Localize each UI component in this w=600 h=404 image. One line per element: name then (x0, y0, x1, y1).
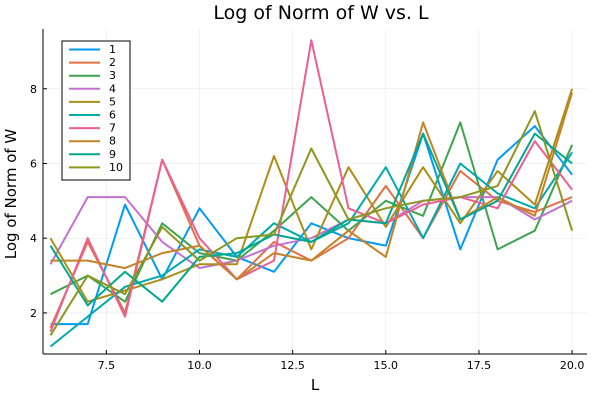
legend-box (61, 40, 131, 181)
x-tick-label: 17.5 (467, 359, 492, 372)
legend-label: 4 (109, 82, 116, 95)
legend-label: 6 (109, 109, 116, 122)
x-tick-label: 20.0 (560, 359, 585, 372)
x-tick-label: 7.5 (98, 359, 116, 372)
chart-title: Log of Norm of W vs. L (213, 2, 429, 24)
y-axis-ticks: 2 4 6 8 (30, 83, 47, 320)
legend-label: 7 (109, 122, 116, 135)
x-axis-label: L (311, 376, 320, 394)
x-axis-ticks: 7.5 10.0 12.5 15.0 17.5 20.0 (98, 350, 585, 372)
legend-label: 2 (109, 56, 116, 69)
series-line-9 (49, 132, 573, 307)
series-line-4 (49, 196, 573, 270)
series-line-5 (49, 88, 574, 303)
legend-label: 3 (109, 69, 116, 82)
y-tick-label: 6 (30, 157, 37, 170)
y-tick-label: 2 (30, 307, 37, 320)
y-tick-label: 4 (30, 232, 37, 245)
axes (42, 29, 587, 355)
x-tick-label: 10.0 (187, 359, 212, 372)
legend-label: 5 (109, 95, 116, 108)
y-tick-label: 8 (30, 83, 37, 96)
series-line-10 (49, 110, 574, 336)
series-line-8 (50, 92, 574, 281)
x-tick-label: 12.5 (280, 359, 305, 372)
y-axis-label: Log of Norm of W (2, 129, 20, 260)
x-tick-label: 15.0 (374, 359, 399, 372)
legend-label: 1 (109, 43, 116, 56)
legend-label: 10 (109, 161, 123, 174)
series-lines (49, 39, 574, 348)
legend-label: 9 (109, 148, 116, 161)
legend-label: 8 (109, 135, 116, 148)
